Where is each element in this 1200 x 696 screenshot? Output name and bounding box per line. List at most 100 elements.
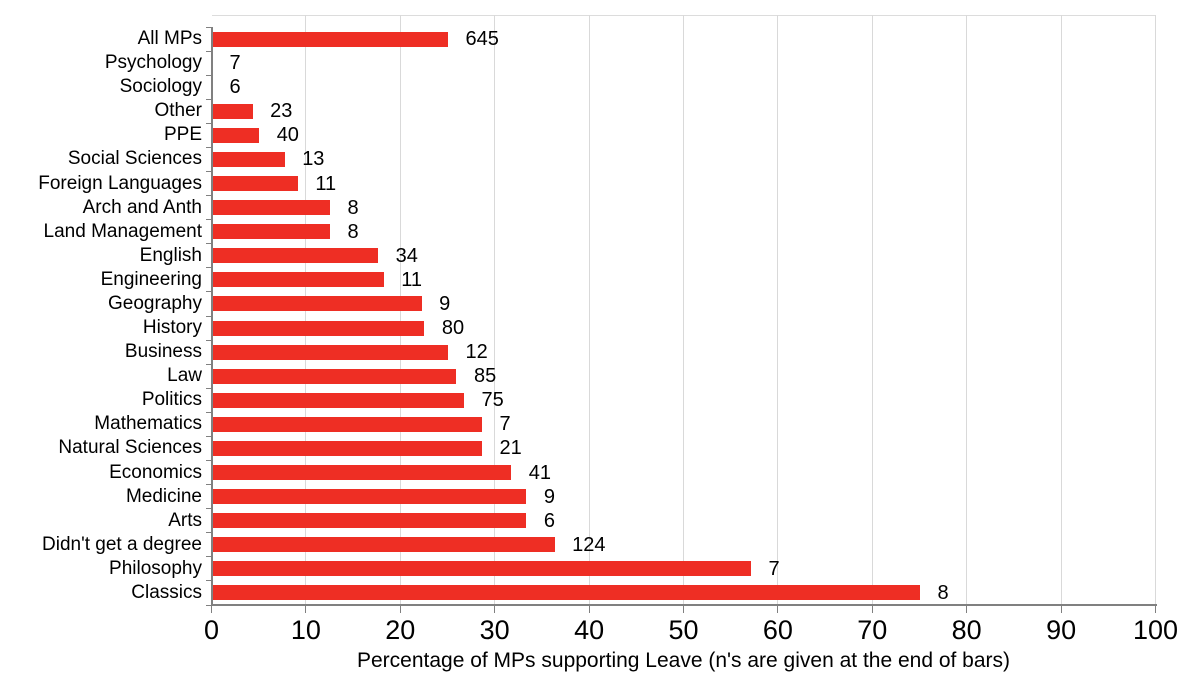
- y-axis-tick-4: [205, 122, 212, 124]
- bar-segment: [212, 561, 752, 577]
- y-axis-tick-5: [205, 146, 212, 148]
- y-axis-tick-9: [205, 243, 212, 245]
- gridline-90: [1060, 15, 1062, 605]
- bar-segment: [212, 368, 457, 384]
- gridline-100: [1155, 15, 1156, 605]
- gridline-80: [966, 15, 968, 605]
- bar-value-label: 23: [270, 100, 293, 123]
- category-label: Engineering: [100, 268, 202, 290]
- x-tick-label-0: 0: [203, 615, 220, 645]
- bar-value-label: 7: [229, 52, 241, 75]
- bar-value-label: 34: [395, 244, 418, 267]
- gridline-40: [588, 15, 590, 605]
- bar-segment: [212, 224, 330, 240]
- category-label: Sociology: [119, 76, 202, 98]
- bar-value-label: 6: [229, 76, 241, 99]
- category-label: Didn't get a degree: [42, 533, 202, 555]
- bar-value-label: 21: [499, 437, 522, 460]
- bar-value-label: 11: [401, 268, 423, 291]
- bar-value-label: 11: [315, 172, 337, 195]
- y-axis-tick-13: [205, 339, 212, 341]
- category-label: Mathematics: [94, 413, 202, 435]
- bar-value-label: 80: [441, 317, 465, 339]
- x-axis-tick-90: [1060, 606, 1062, 613]
- x-tick-label-50: 50: [668, 615, 699, 645]
- bar-value-label: 41: [528, 461, 551, 484]
- x-tick-label-100: 100: [1132, 615, 1179, 645]
- bar-value-label: 12: [465, 341, 488, 364]
- category-label: Geography: [107, 292, 202, 314]
- y-axis-tick-6: [205, 171, 212, 172]
- bar-segment: [212, 103, 253, 119]
- bar-segment: [212, 537, 555, 553]
- bar-value-label: 40: [276, 124, 299, 147]
- category-label: Arch and Anth: [82, 196, 202, 218]
- bar-segment: [212, 513, 527, 529]
- category-label: Economics: [109, 461, 202, 483]
- x-tick-label-70: 70: [857, 615, 888, 645]
- category-label: Foreign Languages: [38, 172, 202, 194]
- y-axis-tick-10: [205, 267, 212, 269]
- y-axis-tick-19: [205, 484, 212, 486]
- bar-value-label: 8: [347, 220, 359, 243]
- x-axis-tick-50: [683, 606, 684, 613]
- category-label: All MPs: [137, 28, 202, 49]
- bar-segment: [212, 248, 379, 264]
- category-label: Medicine: [125, 485, 202, 507]
- y-axis-tick-21: [205, 532, 212, 534]
- category-label: Politics: [141, 389, 202, 411]
- bar-segment: [212, 272, 384, 288]
- category-label: Classics: [131, 581, 202, 603]
- category-label: Business: [124, 341, 202, 363]
- category-axis-line: [210, 27, 213, 606]
- x-axis-tick-10: [305, 606, 307, 613]
- y-axis-tick-7: [205, 195, 212, 197]
- x-tick-label-90: 90: [1046, 615, 1077, 645]
- bar-segment: [212, 465, 512, 481]
- bar-value-label: 8: [347, 196, 359, 219]
- y-axis-tick-18: [205, 460, 212, 461]
- category-label: Arts: [168, 509, 202, 531]
- bar-segment: [212, 392, 465, 408]
- y-axis-tick-12: [205, 315, 212, 317]
- bar-value-label: 124: [572, 533, 606, 556]
- bar-value-label: 9: [543, 485, 555, 508]
- x-axis-tick-60: [777, 606, 779, 613]
- bar-value-label: 7: [499, 413, 511, 436]
- bar-segment: [212, 31, 448, 47]
- x-tick-label-40: 40: [574, 615, 605, 645]
- x-axis-tick-20: [399, 606, 401, 613]
- gridline-60: [777, 15, 779, 605]
- bar-value-label: 645: [465, 28, 499, 50]
- x-axis-tick-70: [871, 606, 873, 613]
- gridline-70: [871, 15, 873, 605]
- x-tick-label-80: 80: [951, 615, 982, 645]
- y-axis-tick-20: [205, 508, 212, 510]
- bar-value-label: 75: [481, 389, 504, 412]
- y-axis-tick-14: [205, 363, 212, 365]
- bar-segment: [212, 200, 330, 216]
- gridline-50: [683, 15, 684, 605]
- x-axis-tick-40: [588, 606, 590, 613]
- bar-segment: [212, 176, 298, 192]
- y-axis-tick-1: [205, 50, 212, 52]
- bar-segment: [212, 320, 425, 336]
- category-label: English: [139, 244, 202, 266]
- category-label: Social Sciences: [67, 148, 202, 170]
- bar-value-label: 8: [937, 581, 949, 604]
- category-label: Philosophy: [109, 557, 202, 579]
- x-axis-tick-100: [1155, 606, 1156, 613]
- y-axis-tick-24: [205, 604, 212, 606]
- y-axis-tick-16: [205, 411, 212, 413]
- bar-segment: [212, 585, 920, 601]
- bar-value-label: 6: [543, 509, 555, 532]
- category-label: Land Management: [43, 220, 202, 242]
- bar-value-label: 13: [302, 148, 325, 171]
- category-label: Other: [154, 100, 202, 122]
- bar-value-label: 85: [473, 365, 497, 388]
- y-axis-tick-3: [205, 98, 212, 100]
- y-axis-tick-17: [205, 435, 212, 437]
- x-tick-label-30: 30: [479, 615, 510, 645]
- category-label: Psychology: [104, 52, 202, 74]
